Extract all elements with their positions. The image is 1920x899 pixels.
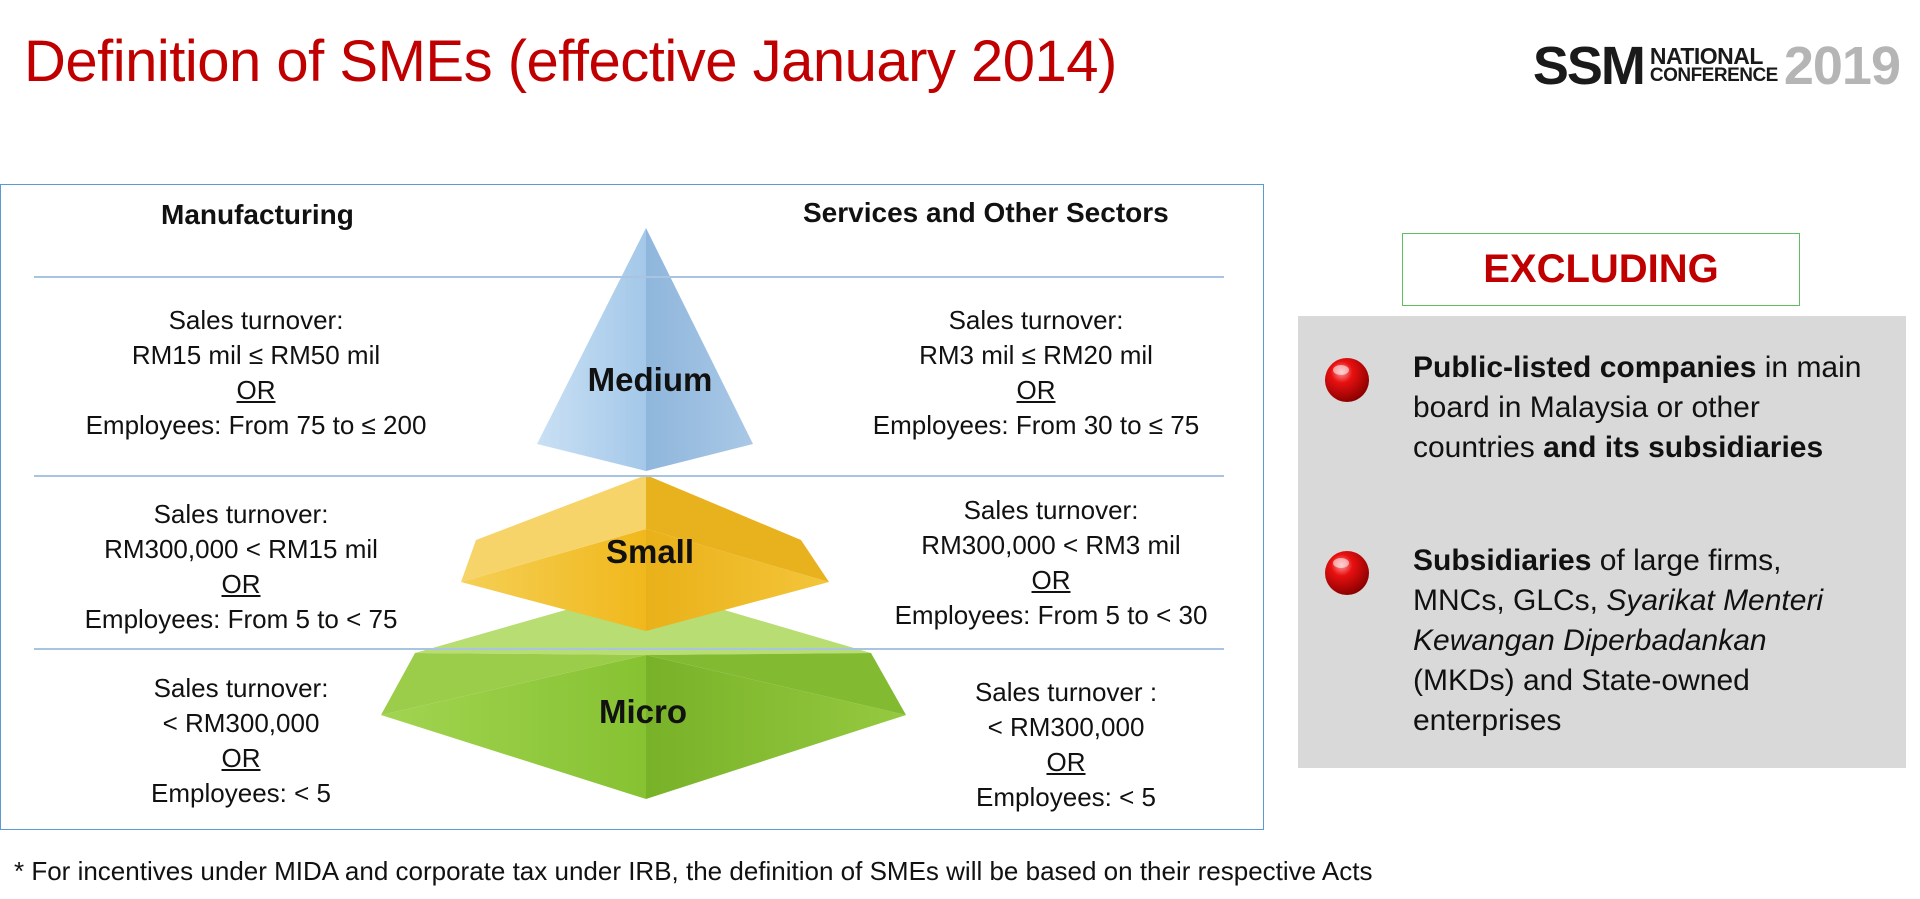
medium-tier-right-face [646, 228, 753, 471]
criteria-or: OR [236, 375, 276, 405]
criteria-line: RM300,000 < RM3 mil [921, 530, 1181, 560]
small-tier-right-face [646, 529, 829, 631]
tier-label-small: Small [605, 533, 695, 570]
criteria-line: Employees: < 5 [151, 778, 331, 808]
excluding-heading: EXCLUDING [1402, 233, 1800, 306]
logo-conference: CONFERENCE [1649, 65, 1779, 86]
item-italic-text: Syarikat Menteri Kewangan Diperbadankan [1413, 584, 1824, 657]
logo-ssm: SSM [1532, 36, 1646, 96]
footnote: * For incentives under MIDA and corporat… [14, 856, 1373, 886]
item-bold-text: and its subsidiaries [1543, 431, 1824, 464]
criteria-line: Employees: From 5 to < 30 [894, 600, 1208, 630]
criteria-line: Sales turnover: [963, 495, 1139, 525]
medium-tier-left-face [537, 228, 646, 471]
separator-top [34, 276, 1224, 278]
criteria-line: RM300,000 < RM15 mil [104, 534, 378, 564]
micro-tier-left-face [381, 655, 646, 799]
tier-label-medium: Medium [587, 361, 713, 398]
criteria-line: Sales turnover: [168, 305, 344, 335]
small-tier-left-face [461, 529, 646, 631]
micro-manufacturing-criteria: Sales turnover: < RM300,000 OR Employees… [21, 671, 461, 811]
criteria-or: OR [1016, 375, 1056, 405]
micro-tier-left-top [381, 653, 646, 715]
criteria-line: Sales turnover: [948, 305, 1124, 335]
red-bullet-icon [1325, 551, 1369, 595]
excluding-item-subsidiaries: Subsidiaries of large firms, MNCs, GLCs,… [1413, 541, 1863, 741]
item-text: (MKDs) and State-owned enterprises [1413, 664, 1750, 737]
criteria-line: Sales turnover : [974, 677, 1158, 707]
small-tier-right-slope [646, 475, 829, 582]
medium-services-criteria: Sales turnover: RM3 mil ≤ RM20 mil OR Em… [816, 303, 1256, 443]
small-tier-left-slope [461, 475, 646, 582]
small-manufacturing-criteria: Sales turnover: RM300,000 < RM15 mil OR … [21, 497, 461, 637]
criteria-or: OR [221, 743, 261, 773]
sme-pyramid-diagram: Manufacturing Services and Other Sectors… [0, 184, 1264, 830]
criteria-line: Employees: From 5 to < 75 [84, 604, 398, 634]
criteria-line: Employees: < 5 [976, 782, 1156, 812]
criteria-line: < RM300,000 [987, 712, 1145, 742]
small-services-criteria: Sales turnover: RM300,000 < RM3 mil OR E… [831, 493, 1271, 633]
criteria-line: Sales turnover: [153, 673, 329, 703]
criteria-line: RM3 mil ≤ RM20 mil [919, 340, 1153, 370]
separator-medium-small [34, 475, 1224, 477]
pyramid-graphic [381, 228, 906, 799]
separator-small-micro [34, 648, 1224, 650]
manufacturing-header: Manufacturing [161, 199, 354, 230]
micro-tier-right-face [646, 655, 906, 799]
medium-manufacturing-criteria: Sales turnover: RM15 mil ≤ RM50 mil OR E… [31, 303, 481, 443]
criteria-line: Employees: From 30 to ≤ 75 [872, 410, 1200, 440]
red-bullet-icon [1325, 358, 1369, 402]
item-text: in main board in Malaysia or other count… [1413, 351, 1862, 464]
tier-label-micro: Micro [598, 693, 687, 730]
services-header: Services and Other Sectors [803, 197, 1169, 228]
ssm-conference-logo: SSM NATIONAL CONFERENCE 2019 [1532, 36, 1901, 96]
micro-tier-right-top [646, 653, 906, 715]
excluding-panel: Public-listed companies in main board in… [1298, 316, 1906, 768]
criteria-or: OR [1031, 565, 1071, 595]
criteria-line: RM15 mil ≤ RM50 mil [131, 340, 381, 370]
item-text: of large firms, MNCs, GLCs, [1413, 544, 1782, 617]
item-bold-text: Subsidiaries [1413, 544, 1592, 577]
logo-national-conference: NATIONAL CONFERENCE [1649, 43, 1779, 86]
criteria-or: OR [221, 569, 261, 599]
item-bold-text: Public-listed companies [1413, 351, 1757, 384]
criteria-or: OR [1046, 747, 1086, 777]
page-title: Definition of SMEs (effective January 20… [24, 29, 1117, 94]
micro-services-criteria: Sales turnover : < RM300,000 OR Employee… [846, 675, 1286, 815]
logo-national: NATIONAL [1649, 43, 1764, 69]
criteria-line: < RM300,000 [162, 708, 320, 738]
criteria-line: Sales turnover: [153, 499, 329, 529]
excluding-item-public-listed: Public-listed companies in main board in… [1413, 348, 1863, 468]
logo-year: 2019 [1783, 36, 1901, 96]
criteria-line: Employees: From 75 to ≤ 200 [85, 410, 427, 440]
